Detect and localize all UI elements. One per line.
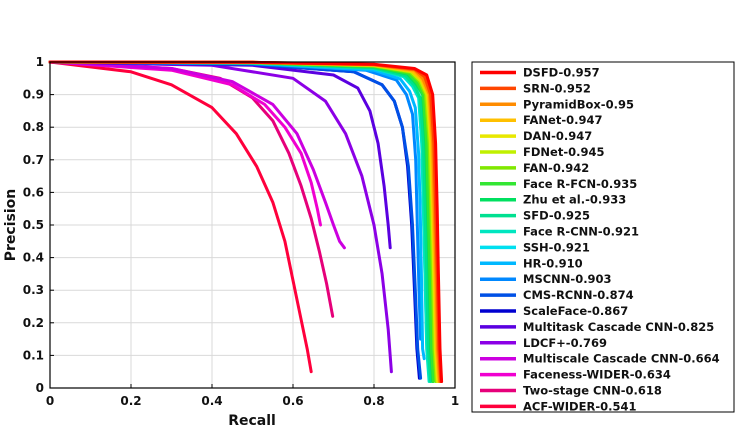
- series-lines: [48, 60, 444, 383]
- y-tick-label: 0.7: [23, 153, 44, 167]
- x-tick-label: 0.6: [282, 394, 303, 408]
- legend-label: MSCNN-0.903: [523, 272, 612, 286]
- y-axis-ticks: 0 0.1 0.2 0.3 0.4 0.5 0.6 0.7 0.8 0.9 1: [23, 55, 54, 395]
- legend-label: CMS-RCNN-0.874: [523, 288, 634, 302]
- series-line: [48, 60, 346, 250]
- legend-label: SRN-0.952: [523, 81, 591, 95]
- x-axis-ticks: 0 0.2 0.4 0.6 0.8 1: [46, 384, 459, 408]
- x-tick-label: 0.8: [363, 394, 384, 408]
- y-tick-label: 0.4: [23, 251, 44, 265]
- legend-label: Multiscale Cascade CNN-0.664: [523, 352, 720, 366]
- y-tick-label: 0.6: [23, 185, 44, 199]
- series-line: [48, 60, 313, 374]
- legend-label: FANet-0.947: [523, 113, 603, 127]
- y-tick-label: 0.2: [23, 316, 44, 330]
- legend-label: Face R-FCN-0.935: [523, 177, 637, 191]
- legend-label: FDNet-0.945: [523, 145, 604, 159]
- x-axis-title: Recall: [228, 413, 276, 429]
- y-axis-title: Precision: [3, 189, 19, 261]
- legend-label: Face R-CNN-0.921: [523, 225, 639, 239]
- series-line: [48, 60, 392, 250]
- legend-label: FAN-0.942: [523, 161, 589, 175]
- series-line: [48, 60, 423, 380]
- y-tick-label: 0.1: [23, 348, 44, 362]
- y-tick-label: 0.9: [23, 88, 44, 102]
- y-tick-label: 1: [36, 55, 44, 69]
- legend-label: Multitask Cascade CNN-0.825: [523, 320, 714, 334]
- y-tick-label: 0.3: [23, 283, 44, 297]
- series-line: [48, 60, 393, 374]
- series-line: [48, 60, 444, 383]
- legend-label: Zhu et al.-0.933: [523, 193, 626, 207]
- legend-label: Two-stage CNN-0.618: [523, 384, 662, 398]
- legend-label: DSFD-0.957: [523, 66, 600, 80]
- legend-label: SFD-0.925: [523, 209, 590, 223]
- y-tick-label: 0.5: [23, 218, 44, 232]
- legend-label: Faceness-WIDER-0.634: [523, 368, 671, 382]
- legend-label: PyramidBox-0.95: [523, 97, 634, 111]
- legend-label: ScaleFace-0.867: [523, 304, 628, 318]
- x-tick-label: 1: [451, 394, 459, 408]
- legend-label: ACF-WIDER-0.541: [523, 399, 636, 413]
- y-tick-label: 0: [36, 381, 44, 395]
- y-tick-label: 0.8: [23, 120, 44, 134]
- x-tick-label: 0.4: [201, 394, 222, 408]
- legend-label: HR-0.910: [523, 256, 583, 270]
- series-line: [48, 60, 322, 227]
- legend-label: DAN-0.947: [523, 129, 592, 143]
- legend-label: SSH-0.921: [523, 240, 590, 254]
- x-tick-label: 0: [46, 394, 54, 408]
- legend-label: LDCF+-0.769: [523, 336, 607, 350]
- x-tick-label: 0.2: [120, 394, 141, 408]
